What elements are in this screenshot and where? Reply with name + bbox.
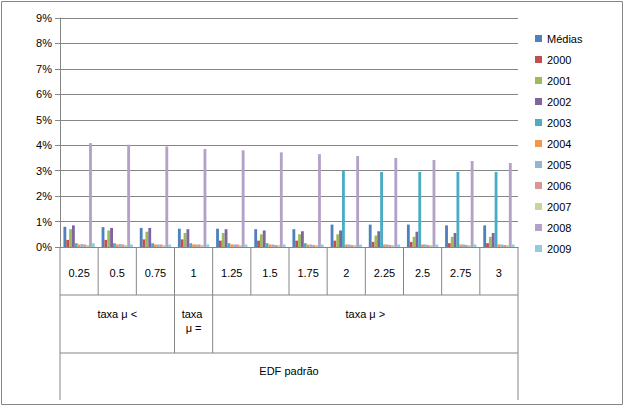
svg-text:2009: 2009 [547,243,571,255]
svg-text:4%: 4% [36,139,52,151]
svg-text:2002: 2002 [547,96,571,108]
svg-text:2.75: 2.75 [450,267,471,279]
svg-text:6%: 6% [36,88,52,100]
svg-text:2003: 2003 [547,117,571,129]
svg-text:2006: 2006 [547,180,571,192]
svg-text:2000: 2000 [547,54,571,66]
svg-text:μ =: μ = [186,322,202,334]
svg-text:2%: 2% [36,190,52,202]
svg-text:3: 3 [496,267,502,279]
svg-text:taxa μ <: taxa μ < [97,308,137,320]
svg-text:1: 1 [191,267,197,279]
svg-text:2007: 2007 [547,201,571,213]
svg-text:taxa μ >: taxa μ > [345,308,385,320]
svg-text:1.75: 1.75 [297,267,318,279]
svg-text:2: 2 [343,267,349,279]
svg-text:0.5: 0.5 [110,267,125,279]
svg-text:7%: 7% [36,63,52,75]
svg-text:EDF padrão: EDF padrão [259,365,318,377]
svg-text:0%: 0% [36,241,52,253]
svg-text:1.5: 1.5 [262,267,277,279]
svg-text:Médias: Médias [547,33,583,45]
svg-text:2005: 2005 [547,159,571,171]
svg-text:0.75: 0.75 [145,267,166,279]
svg-text:8%: 8% [36,37,52,49]
svg-text:1.25: 1.25 [221,267,242,279]
svg-text:2004: 2004 [547,138,571,150]
svg-text:2008: 2008 [547,222,571,234]
svg-text:2001: 2001 [547,75,571,87]
svg-text:1%: 1% [36,216,52,228]
svg-text:5%: 5% [36,114,52,126]
svg-text:taxa: taxa [182,308,206,320]
svg-text:0.25: 0.25 [68,267,89,279]
svg-text:9%: 9% [36,12,52,24]
svg-text:2.5: 2.5 [415,267,430,279]
svg-text:2.25: 2.25 [374,267,395,279]
svg-text:3%: 3% [36,165,52,177]
